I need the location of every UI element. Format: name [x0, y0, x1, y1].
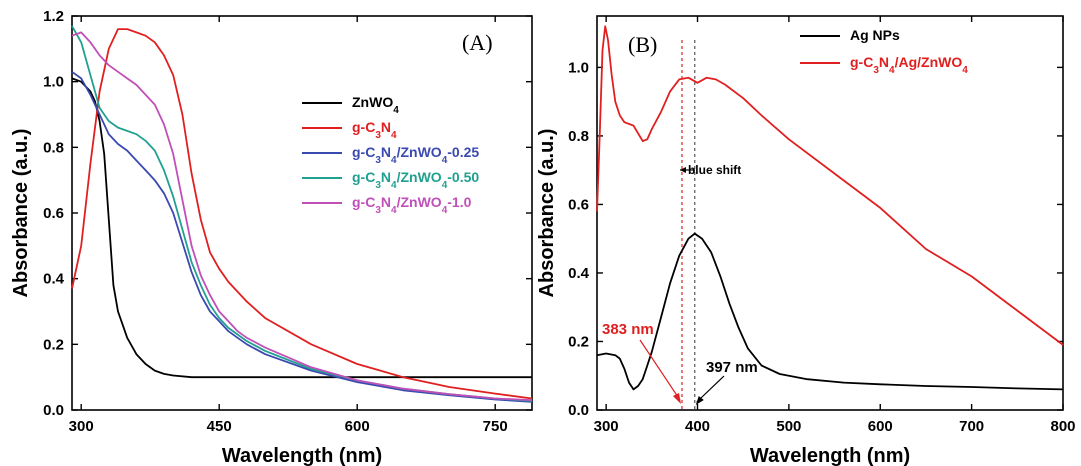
panel-a-series-g-c3n4-znwo4-1-0: [71, 31, 533, 401]
panel-a-chart: 0.0 0.2 0.4 0.6 0.8 1.0 1.2 300 450 600 750 (A) Z…: [10, 8, 533, 466]
panel-b-y-tick-label: 0.4: [568, 265, 590, 282]
panel-b-peak-383-arrowhead: [672, 393, 681, 404]
panel-a-y-tick-label: 0.2: [43, 336, 64, 353]
panel-a-series-g-c3n4-znwo4-0-25: [71, 71, 533, 403]
panel-b-annotations: blue shift 383 nm 397 nm: [602, 163, 758, 405]
panel-a-x-tick-label: 750: [483, 418, 508, 435]
panel-b-y-tick-label: 0.8: [568, 128, 589, 145]
panel-b-y-tick-label: 0.2: [568, 333, 589, 350]
panel-b-series: [596, 25, 1064, 391]
panel-b-legend-label-ag-nps: Ag NPs: [850, 27, 900, 43]
panel-a-y-tick-label: 1.2: [43, 8, 64, 25]
panel-b-y-tick-label: 0.0: [568, 402, 589, 419]
panel-b-x-ticks: 300 400 500 600 700 800: [594, 16, 1076, 435]
panel-b-chart: 0.0 0.2 0.4 0.6 0.8 1.0 300 400 500 600 700 800 (B…: [536, 15, 1076, 466]
panel-a-y-tick-label: 1.0: [43, 74, 64, 91]
panel-a-series-g-c3n4: [71, 28, 533, 400]
panel-a-label: (A): [462, 30, 493, 55]
panel-a-y-tick-label: 0.8: [43, 139, 64, 156]
panel-b-x-tick-label: 600: [868, 418, 893, 435]
panel-a-legend-label-g-c3n4-znwo4-1-0: g-C3N4/ZnWO4-1.0: [352, 194, 472, 216]
panel-a-x-tick-label: 300: [69, 418, 94, 435]
panel-a-series-znwo4: [71, 77, 532, 379]
panel-b-x-axis-label: Wavelength (nm): [750, 445, 910, 466]
panel-b-peak-397-arrowhead: [695, 396, 704, 405]
panel-b-x-tick-label: 500: [776, 418, 801, 435]
panel-a-series: [71, 25, 533, 403]
panel-b-peak-383-label: 383 nm: [602, 321, 654, 338]
panel-a-y-tick-label: 0.4: [43, 271, 65, 288]
panel-a-y-axis-label: Absorbance (a.u.): [10, 129, 32, 298]
panel-a-x-tick-label: 600: [345, 418, 370, 435]
panel-b-blue-shift-label: blue shift: [688, 163, 741, 177]
panel-b-blue-shift-arrowhead: [679, 167, 686, 173]
panel-a-x-ticks: 300 450 600 750: [69, 16, 508, 435]
panel-b-peak-397-arrow: [696, 375, 725, 403]
panel-b-x-tick-label: 700: [959, 418, 984, 435]
panel-b-y-tick-label: 0.6: [568, 196, 589, 213]
panel-b-peak-383-arrow: [639, 339, 681, 401]
panel-a-series-g-c3n4-znwo4-0-50: [71, 25, 533, 402]
panel-b-legend-label-g-c3n4-ag-znwo4: g-C3N4/Ag/ZnWO4: [850, 54, 968, 76]
panel-b-x-tick-label: 300: [594, 418, 619, 435]
panel-a-y-tick-label: 0.6: [43, 205, 64, 222]
panel-a-x-axis-label: Wavelength (nm): [222, 445, 382, 466]
panel-b-peak-397-label: 397 nm: [706, 359, 758, 376]
panel-a-legend-label-g-c3n4: g-C3N4: [352, 119, 397, 141]
panel-a-legend-label-g-c3n4-znwo4-0-50: g-C3N4/ZnWO4-0.50: [352, 169, 479, 191]
panel-b-x-tick-label: 400: [685, 418, 710, 435]
panel-a-legend-label-znwo4: ZnWO4: [352, 94, 399, 116]
panel-b-y-axis-label: Absorbance (a.u.): [536, 129, 558, 298]
panel-b-peak-lines: [681, 40, 696, 410]
panel-b-label: (B): [628, 32, 657, 57]
panel-b-plot-frame: [596, 15, 1064, 411]
panel-b-y-tick-label: 1.0: [568, 59, 589, 76]
panel-a-legend: ZnWO4 g-C3N4 g-C3N4/ZnWO4-0.25 g-C3N4/ZnWO4…: [302, 94, 479, 216]
panel-a-legend-label-g-c3n4-znwo4-0-25: g-C3N4/ZnWO4-0.25: [352, 144, 479, 166]
panel-b-x-tick-label: 800: [1050, 418, 1075, 435]
panel-a-y-tick-label: 0.0: [43, 402, 64, 419]
panel-b-y-ticks: 0.0 0.2 0.4 0.6 0.8 1.0: [568, 59, 1063, 419]
panel-a-plot-frame: [71, 15, 533, 411]
panel-b-legend: Ag NPs g-C3N4/Ag/ZnWO4: [800, 27, 968, 76]
panel-a-y-ticks: 0.0 0.2 0.4 0.6 0.8 1.0 1.2: [43, 8, 532, 419]
panel-b-series-g-c3n4-ag-znwo4: [596, 25, 1064, 346]
panel-a-x-tick-label: 450: [207, 418, 232, 435]
panel-b-series-ag-nps: [596, 232, 1064, 391]
